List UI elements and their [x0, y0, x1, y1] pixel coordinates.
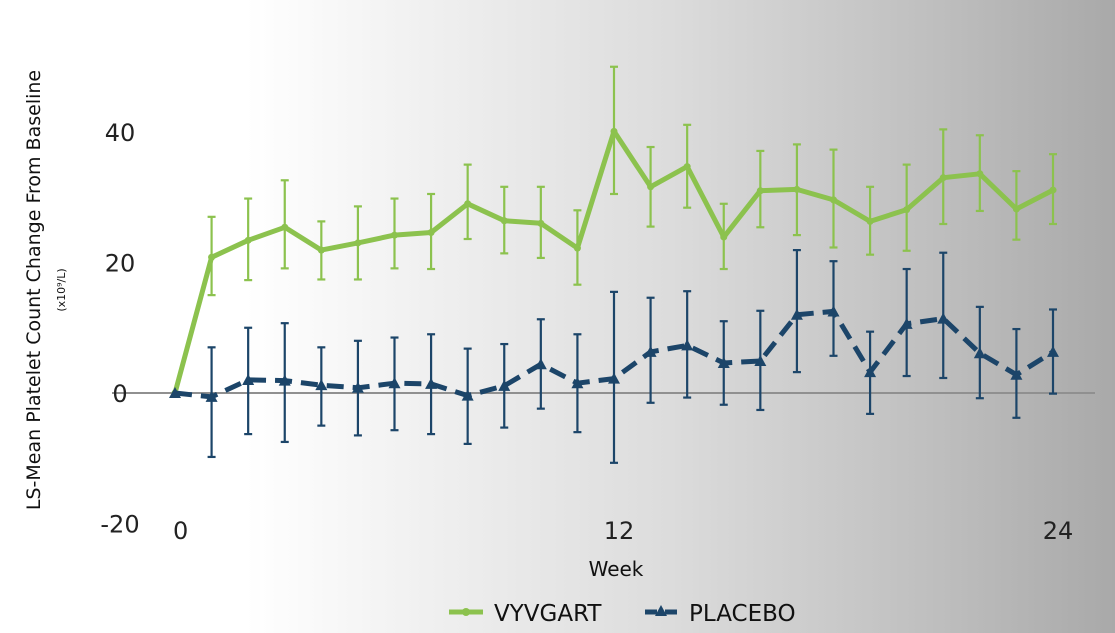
data-point-placebo	[571, 377, 584, 389]
data-point-vyvgart	[500, 217, 508, 225]
data-point-placebo	[425, 377, 438, 389]
data-point-placebo	[717, 356, 730, 368]
data-point-placebo	[937, 312, 950, 324]
x-tick-label: 0	[173, 517, 188, 545]
data-point-placebo	[242, 373, 255, 385]
data-point-vyvgart	[866, 217, 874, 225]
legend-label-vyvgart: VYVGART	[494, 601, 602, 627]
data-point-placebo	[534, 358, 547, 370]
data-point-placebo	[973, 347, 986, 359]
y-tick-label: 20	[105, 250, 136, 278]
data-point-vyvgart	[976, 170, 984, 178]
data-point-vyvgart	[1012, 205, 1020, 213]
x-axis-label: Week	[589, 557, 644, 581]
data-point-placebo	[864, 366, 877, 378]
y-tick-labels: 40 20 0 -20	[100, 119, 139, 539]
data-point-placebo	[315, 379, 328, 391]
data-point-placebo	[754, 355, 767, 367]
data-point-vyvgart	[391, 231, 398, 239]
data-point-vyvgart	[720, 233, 728, 241]
data-point-vyvgart	[537, 219, 545, 227]
data-point-placebo	[1010, 368, 1023, 380]
data-point-placebo	[278, 374, 291, 386]
data-point-vyvgart	[939, 174, 947, 182]
data-point-placebo	[461, 389, 474, 401]
data-point-vyvgart	[793, 185, 801, 193]
data-point-placebo	[169, 387, 181, 398]
data-point-placebo	[351, 381, 364, 393]
legend-item-vyvgart: VYVGART	[449, 601, 602, 627]
data-point-vyvgart	[830, 196, 837, 204]
y-tick-label: -20	[100, 511, 139, 539]
data-point-vyvgart	[208, 253, 216, 261]
data-point-placebo	[608, 372, 620, 384]
legend-label-placebo: PLACEBO	[689, 601, 796, 627]
data-point-placebo	[644, 345, 657, 357]
data-point-placebo	[205, 390, 218, 402]
data-point-vyvgart	[244, 236, 252, 244]
legend-marker-placebo	[655, 605, 667, 616]
data-point-vyvgart	[317, 246, 325, 254]
data-point-placebo	[790, 308, 803, 320]
data-point-vyvgart	[354, 239, 362, 247]
data-point-vyvgart	[1049, 186, 1057, 194]
y-tick-label: 0	[112, 380, 127, 408]
series-layer	[169, 65, 1059, 464]
data-point-vyvgart	[281, 223, 289, 231]
data-point-vyvgart	[683, 163, 691, 171]
data-point-placebo	[681, 339, 694, 351]
legend-item-placebo: PLACEBO	[645, 601, 796, 627]
data-point-vyvgart	[756, 187, 764, 195]
x-tick-labels: 0 12 24	[173, 517, 1073, 545]
data-point-vyvgart	[647, 183, 655, 191]
legend: VYVGART PLACEBO	[449, 601, 796, 627]
y-axis-label: LS-Mean Platelet Count Change From Basel…	[23, 70, 45, 510]
data-point-placebo	[900, 317, 913, 329]
series-placebo	[169, 249, 1059, 464]
x-tick-label: 12	[604, 517, 635, 545]
data-point-placebo	[827, 305, 840, 317]
data-point-placebo	[388, 377, 401, 389]
data-point-vyvgart	[464, 200, 472, 208]
y-axis-unit: (x10⁹/L)	[55, 268, 68, 311]
data-point-vyvgart	[610, 127, 618, 135]
data-point-placebo	[498, 379, 511, 391]
data-point-vyvgart	[573, 244, 581, 252]
y-tick-label: 40	[105, 119, 136, 147]
legend-marker-vyvgart	[462, 608, 470, 616]
data-point-vyvgart	[427, 228, 435, 236]
x-tick-label: 24	[1043, 517, 1074, 545]
data-point-vyvgart	[903, 206, 911, 214]
data-point-placebo	[1047, 345, 1059, 357]
